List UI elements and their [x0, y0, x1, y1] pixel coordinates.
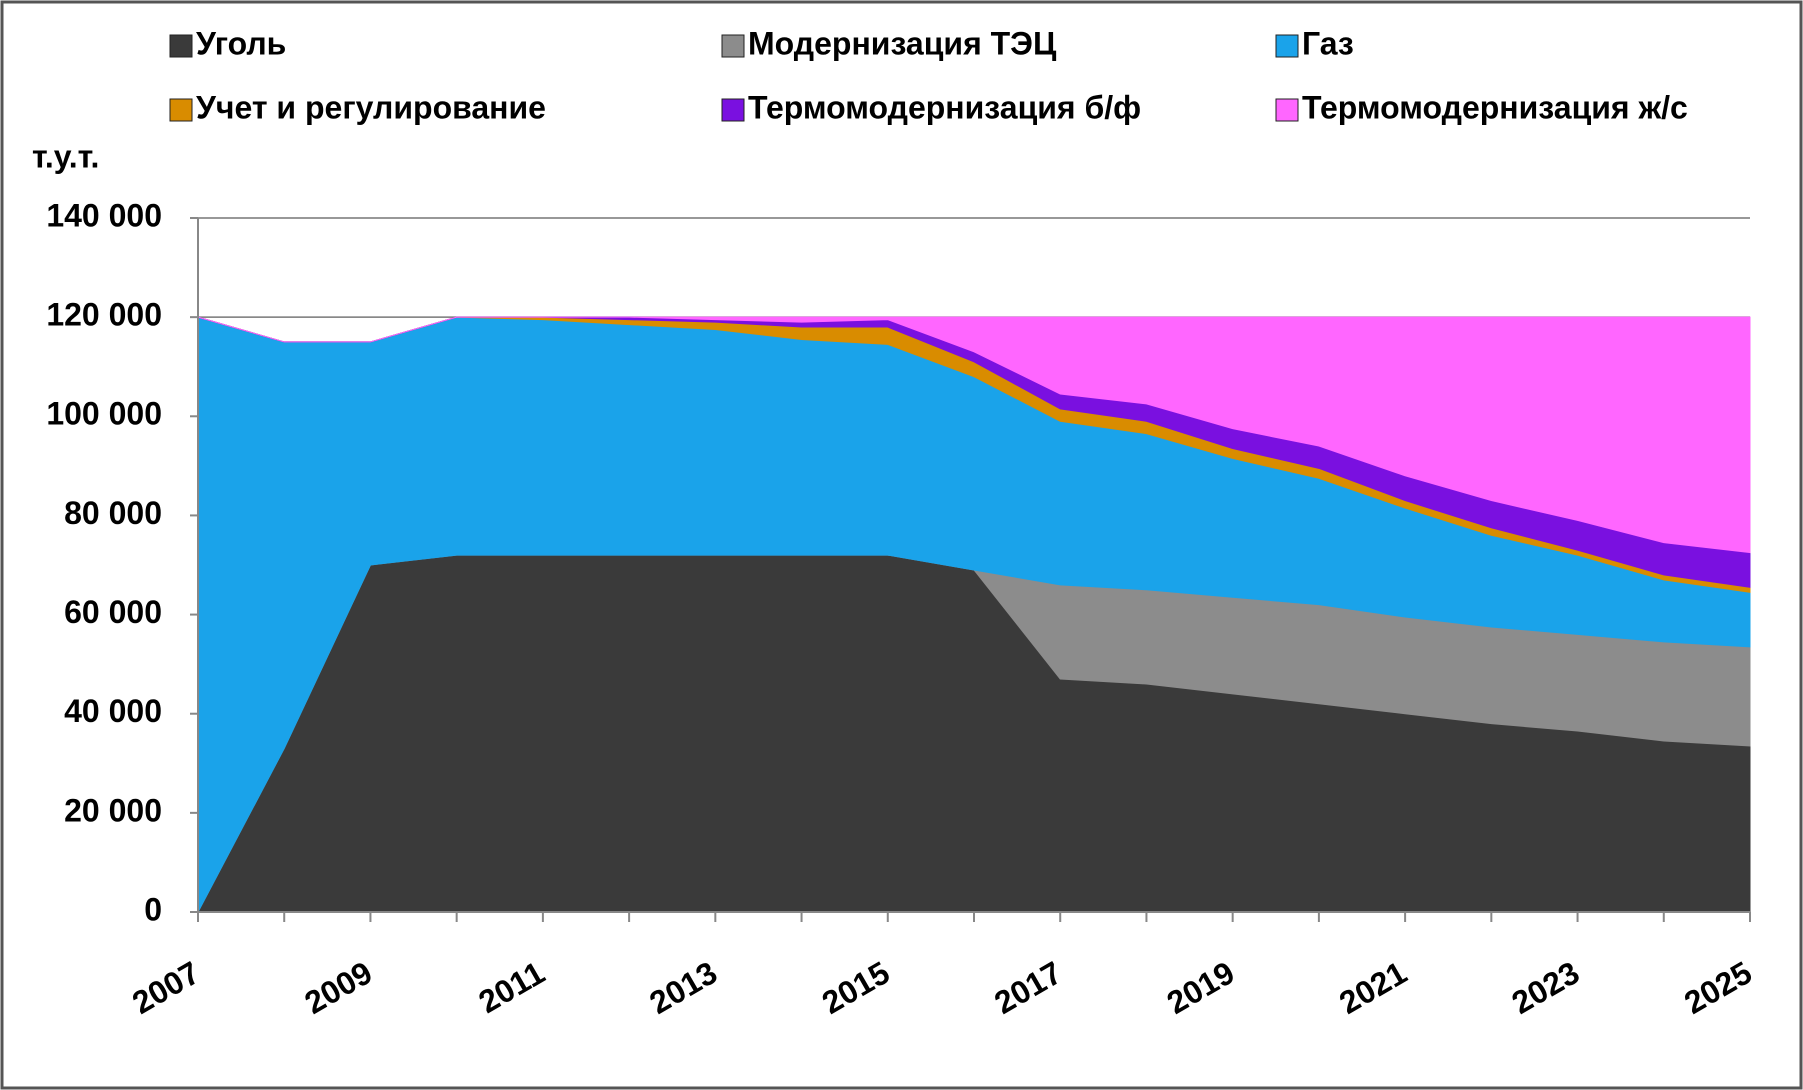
legend-label: Уголь — [196, 25, 286, 61]
legend-label: Учет и регулирование — [196, 89, 546, 125]
legend-swatch — [721, 34, 745, 58]
y-tick-label: 20 000 — [64, 792, 162, 828]
y-axis-label: т.у.т. — [32, 138, 99, 174]
legend-label: Газ — [1302, 25, 1354, 61]
y-tick-label: 80 000 — [64, 495, 162, 531]
legend-swatch — [721, 98, 745, 122]
y-tick-label: 40 000 — [64, 693, 162, 729]
area — [197, 316, 1751, 554]
legend-label: Термомодернизация б/ф — [748, 89, 1141, 125]
legend-swatch — [1275, 98, 1299, 122]
legend-swatch — [169, 34, 193, 58]
y-tick-label: 140 000 — [46, 197, 162, 233]
legend-label: Термомодернизация ж/с — [1302, 89, 1688, 125]
y-tick-label: 120 000 — [46, 297, 162, 333]
y-tick-label: 100 000 — [46, 396, 162, 432]
legend-swatch — [169, 98, 193, 122]
y-tick-label: 60 000 — [64, 594, 162, 630]
legend-swatch — [1275, 34, 1299, 58]
legend-label: Модернизация ТЭЦ — [748, 25, 1057, 61]
y-tick-label: 0 — [144, 891, 162, 927]
